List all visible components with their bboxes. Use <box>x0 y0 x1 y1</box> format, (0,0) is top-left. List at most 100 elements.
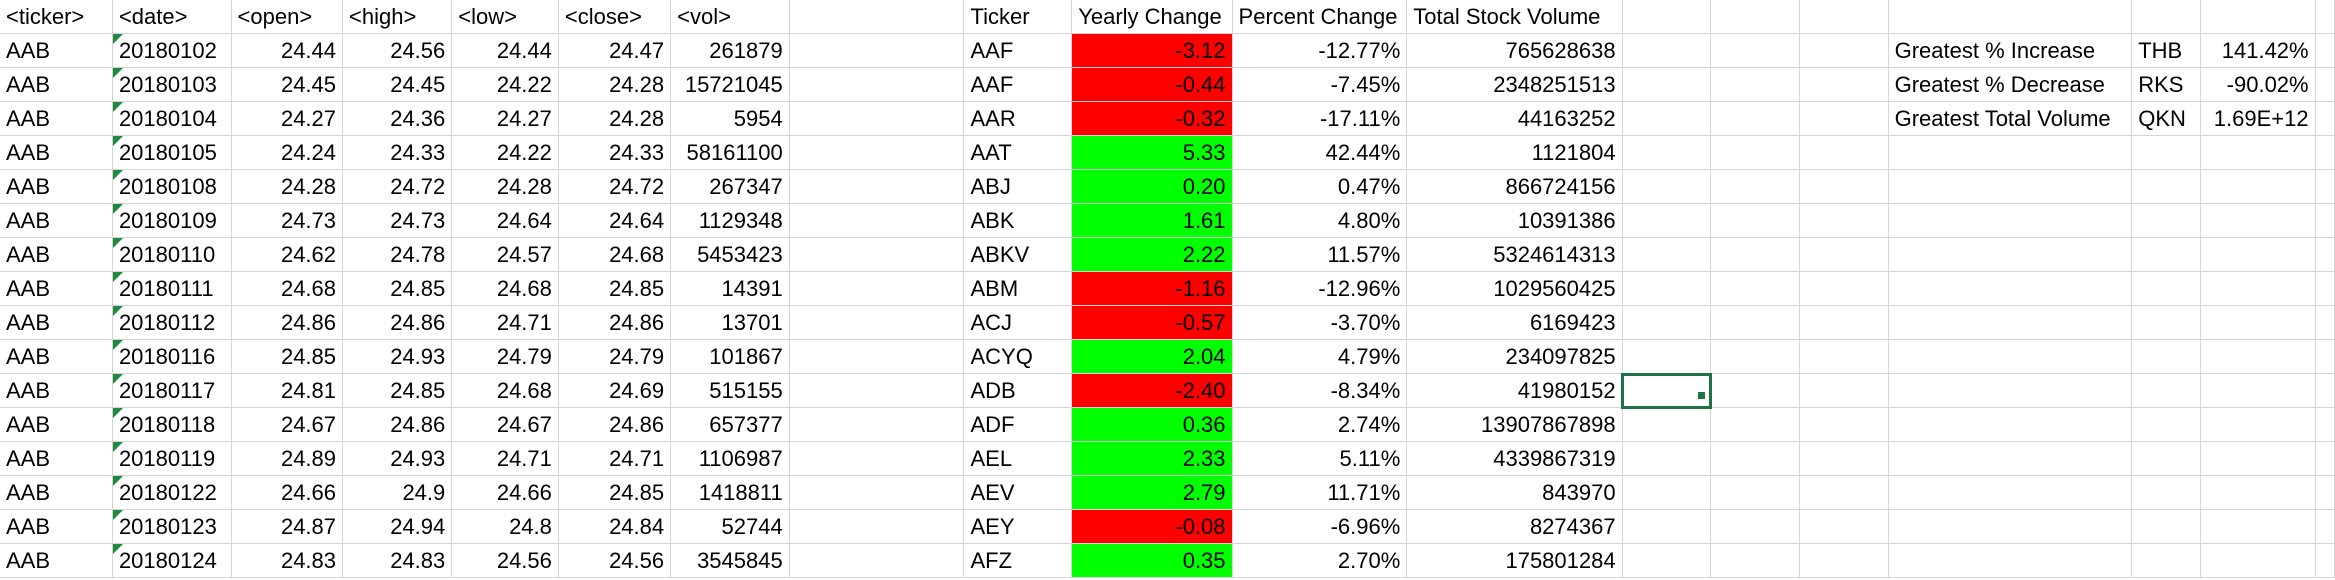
greatest-ticker-cell[interactable]: THB <box>2131 33 2201 68</box>
empty-cell[interactable] <box>1622 339 1712 374</box>
empty-cell[interactable] <box>2131 169 2201 204</box>
empty-cell[interactable] <box>2200 543 2316 578</box>
vol-cell[interactable]: 15721045 <box>670 67 790 102</box>
empty-cell[interactable] <box>789 169 965 204</box>
greatest-label-cell[interactable]: Greatest % Decrease <box>1888 67 2133 102</box>
total-volume-cell[interactable]: 13907867898 <box>1406 407 1623 442</box>
empty-cell[interactable] <box>1888 271 2133 306</box>
high-cell[interactable]: 24.94 <box>342 509 453 544</box>
empty-cell[interactable] <box>1888 339 2133 374</box>
high-cell[interactable]: 24.36 <box>342 101 453 136</box>
empty-cell[interactable] <box>789 101 965 136</box>
empty-cell[interactable] <box>1888 543 2133 578</box>
percent-change-cell[interactable]: 2.74% <box>1232 407 1408 442</box>
percent-change-cell[interactable]: 5.11% <box>1232 441 1408 476</box>
empty-cell[interactable] <box>789 407 965 442</box>
close-cell[interactable]: 24.71 <box>558 441 672 476</box>
empty-cell[interactable] <box>2200 305 2316 340</box>
yearly-change-cell[interactable]: 0.35 <box>1071 543 1233 578</box>
selected-cell[interactable] <box>1621 372 1712 409</box>
summary-ticker-cell[interactable]: AAT <box>963 135 1073 170</box>
empty-cell[interactable] <box>2200 475 2316 510</box>
empty-cell[interactable] <box>2315 67 2335 102</box>
open-cell[interactable]: 24.24 <box>231 135 344 170</box>
vol-cell[interactable]: 267347 <box>670 169 790 204</box>
empty-cell[interactable] <box>1710 203 1800 238</box>
summary-ticker-cell[interactable]: ACYQ <box>963 339 1073 374</box>
empty-cell[interactable] <box>1888 441 2133 476</box>
empty-cell[interactable] <box>2131 407 2201 442</box>
vol-cell[interactable]: 52744 <box>670 509 790 544</box>
close-cell[interactable]: 24.79 <box>558 339 672 374</box>
empty-cell[interactable] <box>2315 101 2335 136</box>
empty-cell[interactable] <box>789 237 965 272</box>
open-cell[interactable]: 24.27 <box>231 101 344 136</box>
vol-cell[interactable]: 14391 <box>670 271 790 306</box>
ticker-cell[interactable]: AAB <box>0 407 113 442</box>
date-cell[interactable]: 20180109 <box>112 203 232 238</box>
date-cell[interactable]: 20180118 <box>112 407 232 442</box>
vol-cell[interactable]: 5954 <box>670 101 790 136</box>
ticker-cell[interactable]: AAB <box>0 509 113 544</box>
high-cell[interactable]: 24.33 <box>342 135 453 170</box>
col-date-header[interactable]: <date> <box>112 0 232 34</box>
date-cell[interactable]: 20180112 <box>112 305 232 340</box>
col-open-header[interactable]: <open> <box>231 0 344 34</box>
col-ticker-header[interactable]: <ticker> <box>0 0 113 34</box>
summary-ticker-cell[interactable]: ADB <box>963 373 1073 408</box>
date-cell[interactable]: 20180105 <box>112 135 232 170</box>
empty-cell[interactable] <box>789 271 965 306</box>
empty-cell[interactable] <box>1710 271 1800 306</box>
vol-cell[interactable]: 58161100 <box>670 135 790 170</box>
open-cell[interactable]: 24.28 <box>231 169 344 204</box>
summary-ticker-cell[interactable]: AAF <box>963 33 1073 68</box>
vol-cell[interactable]: 1129348 <box>670 203 790 238</box>
empty-cell[interactable] <box>789 0 965 34</box>
yearly-change-cell[interactable]: -2.40 <box>1071 373 1233 408</box>
yearly-change-cell[interactable]: -0.32 <box>1071 101 1233 136</box>
ticker-cell[interactable]: AAB <box>0 373 113 408</box>
vol-cell[interactable]: 261879 <box>670 33 790 68</box>
greatest-value-cell[interactable]: 141.42% <box>2200 33 2316 68</box>
date-cell[interactable]: 20180110 <box>112 237 232 272</box>
empty-cell[interactable] <box>789 441 965 476</box>
vol-cell[interactable]: 101867 <box>670 339 790 374</box>
date-cell[interactable]: 20180117 <box>112 373 232 408</box>
empty-cell[interactable] <box>1710 101 1800 136</box>
col-vol-header[interactable]: <vol> <box>670 0 790 34</box>
open-cell[interactable]: 24.66 <box>231 475 344 510</box>
open-cell[interactable]: 24.89 <box>231 441 344 476</box>
empty-cell[interactable] <box>1888 135 2133 170</box>
ticker-cell[interactable]: AAB <box>0 271 113 306</box>
summary-ticker-cell[interactable]: ADF <box>963 407 1073 442</box>
vol-cell[interactable]: 657377 <box>670 407 790 442</box>
ticker-cell[interactable]: AAB <box>0 475 113 510</box>
total-volume-cell[interactable]: 866724156 <box>1406 169 1623 204</box>
empty-cell[interactable] <box>789 33 965 68</box>
vol-cell[interactable]: 13701 <box>670 305 790 340</box>
empty-cell[interactable] <box>2200 0 2316 34</box>
empty-cell[interactable] <box>1710 305 1800 340</box>
close-cell[interactable]: 24.85 <box>558 271 672 306</box>
empty-cell[interactable] <box>789 475 965 510</box>
ticker-cell[interactable]: AAB <box>0 237 113 272</box>
empty-cell[interactable] <box>2131 373 2201 408</box>
percent-change-cell[interactable]: -3.70% <box>1232 305 1408 340</box>
summary-ticker-cell[interactable]: AFZ <box>963 543 1073 578</box>
empty-cell[interactable] <box>2200 271 2316 306</box>
close-cell[interactable]: 24.56 <box>558 543 672 578</box>
empty-cell[interactable] <box>1888 373 2133 408</box>
empty-cell[interactable] <box>1799 67 1889 102</box>
total-volume-cell[interactable]: 765628638 <box>1406 33 1623 68</box>
high-cell[interactable]: 24.9 <box>342 475 453 510</box>
empty-cell[interactable] <box>2131 475 2201 510</box>
ticker-cell[interactable]: AAB <box>0 305 113 340</box>
empty-cell[interactable] <box>1622 271 1712 306</box>
greatest-label-cell[interactable]: Greatest % Increase <box>1888 33 2133 68</box>
empty-cell[interactable] <box>1622 169 1712 204</box>
summary-ticker-cell[interactable]: ABK <box>963 203 1073 238</box>
col-low-header[interactable]: <low> <box>451 0 559 34</box>
empty-cell[interactable] <box>1622 441 1712 476</box>
empty-cell[interactable] <box>1888 305 2133 340</box>
empty-cell[interactable] <box>2315 33 2335 68</box>
